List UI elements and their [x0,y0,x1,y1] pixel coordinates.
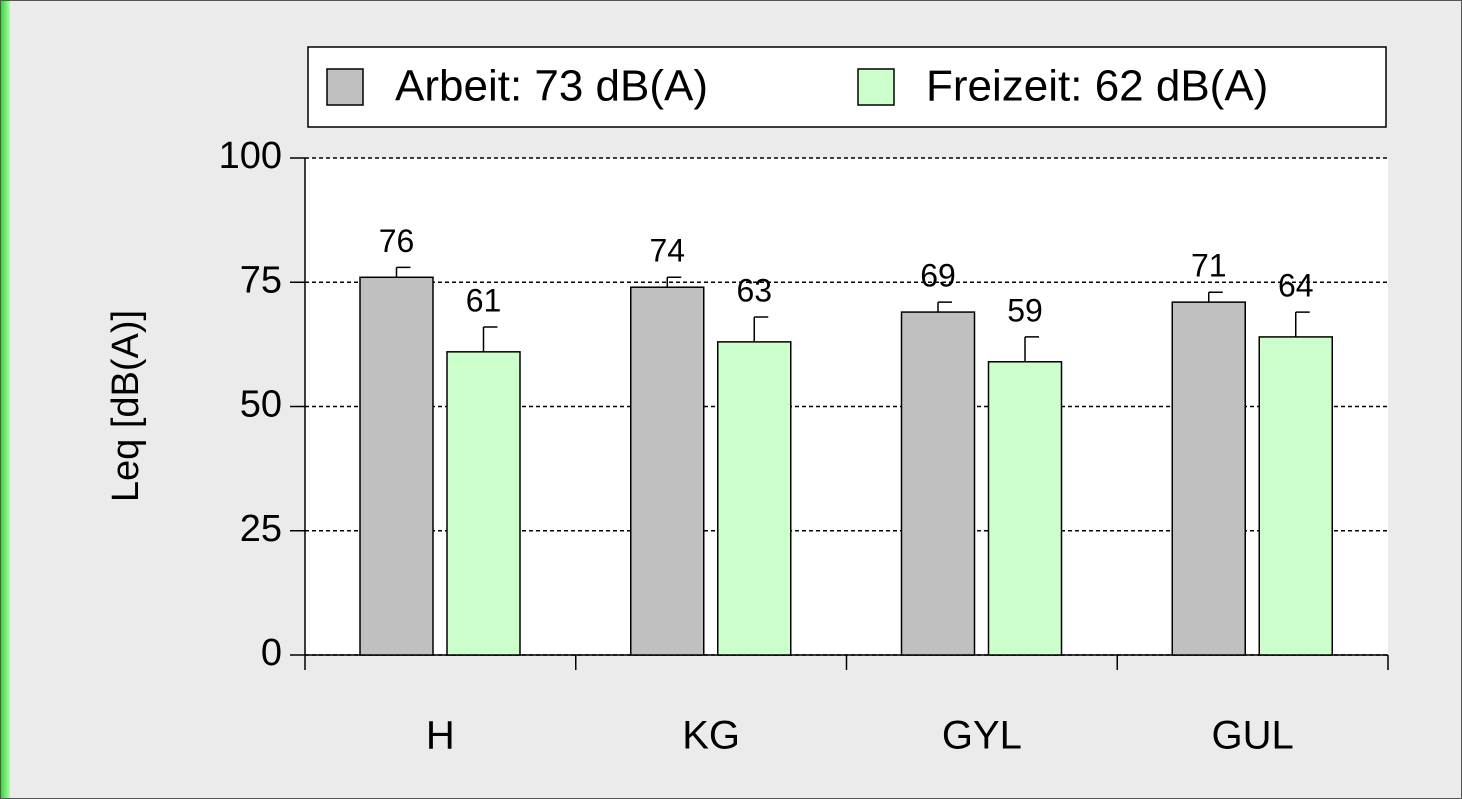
bar [359,276,434,656]
y-tick-label: 50 [240,384,282,426]
legend-swatch [857,68,895,106]
data-label: 69 [920,258,956,294]
data-label: 71 [1191,248,1227,284]
data-label: 63 [736,272,772,308]
error-bar [753,316,769,342]
legend-swatch [326,68,364,106]
y-tick-label: 100 [219,135,282,177]
error-bar [1024,336,1039,362]
bar [717,341,792,656]
data-label: 64 [1278,268,1314,304]
side-strip [0,0,10,799]
x-tick-label: GYL [942,714,1022,758]
error-bar [666,276,682,288]
error-bar [937,301,952,313]
bar [446,351,521,656]
data-label: 76 [379,223,415,259]
data-label: 74 [649,233,685,269]
error-bar [395,266,411,278]
bar [1258,336,1333,656]
bar [987,361,1063,656]
legend-box [307,46,1387,128]
x-tick-label: GUL [1212,714,1294,758]
bar [900,311,976,656]
y-tick-label: 0 [261,632,282,674]
data-label: 59 [1007,292,1043,328]
error-bar [1295,311,1310,337]
legend-label: Arbeit: 73 dB(A) [395,62,708,111]
error-bar [1208,291,1223,303]
x-tick-label: H [426,714,455,758]
y-tick-label: 25 [240,508,282,550]
x-tick-label: KG [682,714,740,758]
bar [1171,301,1246,656]
data-label: 61 [466,282,502,318]
error-bar [482,326,498,352]
legend-label: Freizeit: 62 dB(A) [926,62,1268,111]
bar [630,286,705,656]
y-axis-label: Leq [dB(A)] [105,310,147,502]
y-tick-label: 75 [240,259,282,301]
